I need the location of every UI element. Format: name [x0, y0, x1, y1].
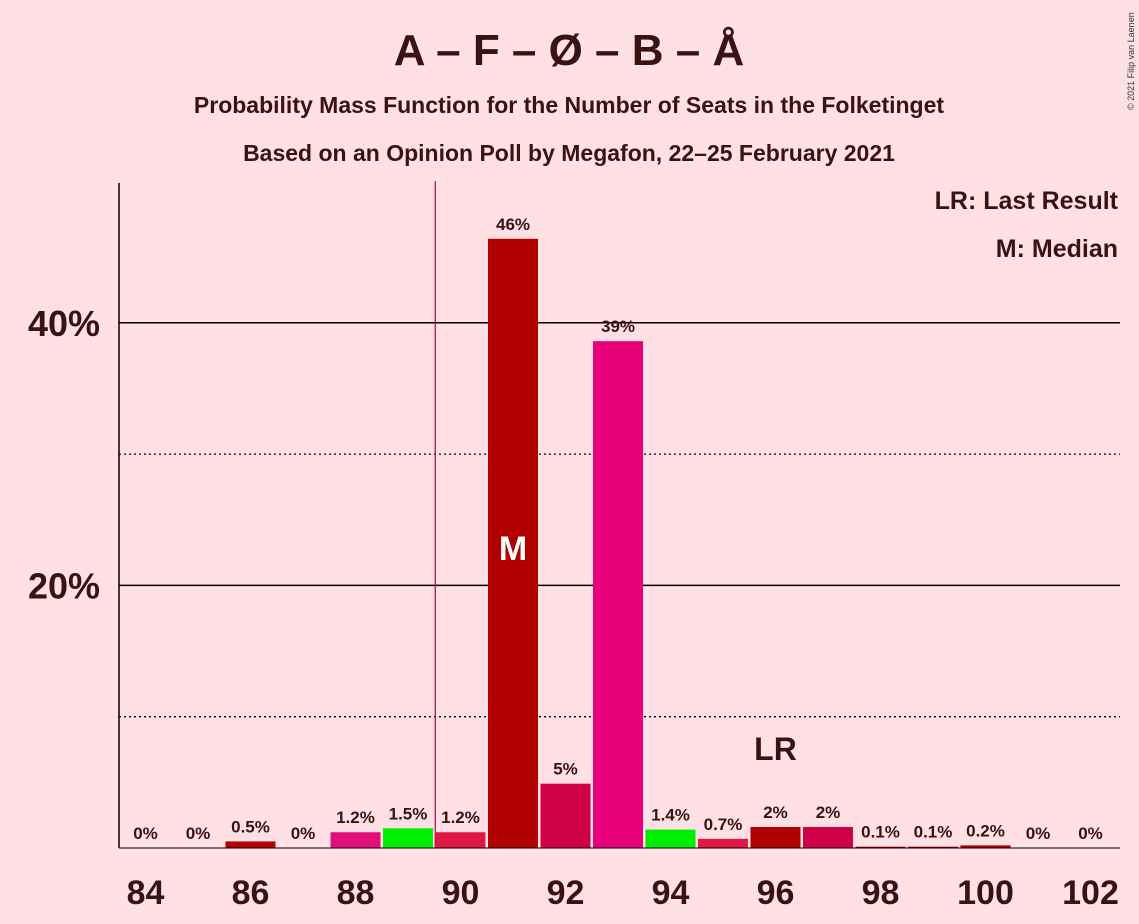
x-tick-labels: 84 86 88 90 92 94 96 98 100 102: [127, 874, 1119, 912]
x-tick-100: 100: [957, 874, 1014, 912]
bar-seats-98: [855, 846, 906, 848]
bar-labels: 0% 0% 0.5% 0% 1.2% 1.5% 1.2% 46% 5% 39% 1.4% 0.7% 2%…: [133, 215, 1103, 843]
bar-seats-91: [488, 238, 538, 848]
y-tick-labels: 20% 40%: [28, 303, 100, 607]
bar-seats-88: [330, 832, 381, 848]
bar-label-seats-102: 0%: [1078, 824, 1103, 843]
bar-label-seats-91: 46%: [496, 215, 530, 234]
bar-label-seats-100: 0.2%: [966, 821, 1005, 840]
bar-seats-90: [435, 832, 486, 848]
chart-title: A – F – Ø – B – Å: [394, 26, 744, 75]
x-tick-88: 88: [337, 874, 375, 912]
bar-label-seats-98: 0.1%: [861, 823, 900, 842]
bar-seats-96: [750, 826, 801, 848]
x-tick-86: 86: [232, 874, 270, 912]
x-tick-94: 94: [652, 874, 690, 912]
bar-seats-93: [593, 341, 643, 848]
bar-seats-86: [225, 841, 276, 848]
chart-subtitle-2: Based on an Opinion Poll by Megafon, 22–…: [243, 140, 895, 166]
median-marker: M: [499, 530, 527, 568]
legend-median: M: Median: [996, 235, 1118, 263]
y-tick-20: 20%: [28, 565, 100, 606]
bar-label-seats-86: 0.5%: [231, 817, 270, 836]
bar-label-seats-101: 0%: [1026, 824, 1051, 843]
chart-subtitle-1: Probability Mass Function for the Number…: [194, 92, 944, 118]
bar-label-seats-95: 0.7%: [704, 815, 743, 834]
bar-seats-100: [960, 845, 1011, 848]
bar-label-seats-88: 1.2%: [336, 808, 375, 827]
x-tick-92: 92: [547, 874, 585, 912]
bar-seats-97: [803, 826, 853, 848]
bar-seats-92: [540, 783, 591, 848]
bar-seats-89: [383, 828, 433, 848]
bar-seats-94: [645, 829, 696, 848]
bar-seats-99: [908, 846, 958, 848]
bar-label-seats-87: 0%: [291, 824, 316, 843]
copyright-text: © 2021 Filip van Laenen: [1126, 12, 1136, 110]
bar-label-seats-94: 1.4%: [651, 806, 690, 825]
x-tick-84: 84: [127, 874, 165, 912]
y-tick-40: 40%: [28, 303, 100, 344]
x-tick-98: 98: [862, 874, 900, 912]
bar-label-seats-99: 0.1%: [914, 823, 953, 842]
last-result-marker: LR: [754, 731, 797, 767]
bar-label-seats-90: 1.2%: [441, 808, 480, 827]
bar-label-seats-85: 0%: [186, 824, 211, 843]
bar-label-seats-97: 2%: [816, 803, 841, 822]
x-tick-90: 90: [442, 874, 480, 912]
markers: M LR: [499, 530, 797, 767]
bar-label-seats-89: 1.5%: [389, 804, 428, 823]
bar-seats-95: [698, 838, 748, 848]
legend-last-result: LR: Last Result: [935, 187, 1119, 215]
bar-label-seats-93: 39%: [601, 317, 635, 336]
bar-label-seats-84: 0%: [133, 824, 158, 843]
bar-label-seats-92: 5%: [553, 760, 578, 779]
x-tick-102: 102: [1062, 874, 1119, 912]
bars: [225, 238, 1011, 848]
x-tick-96: 96: [757, 874, 795, 912]
bar-label-seats-96: 2%: [763, 803, 788, 822]
